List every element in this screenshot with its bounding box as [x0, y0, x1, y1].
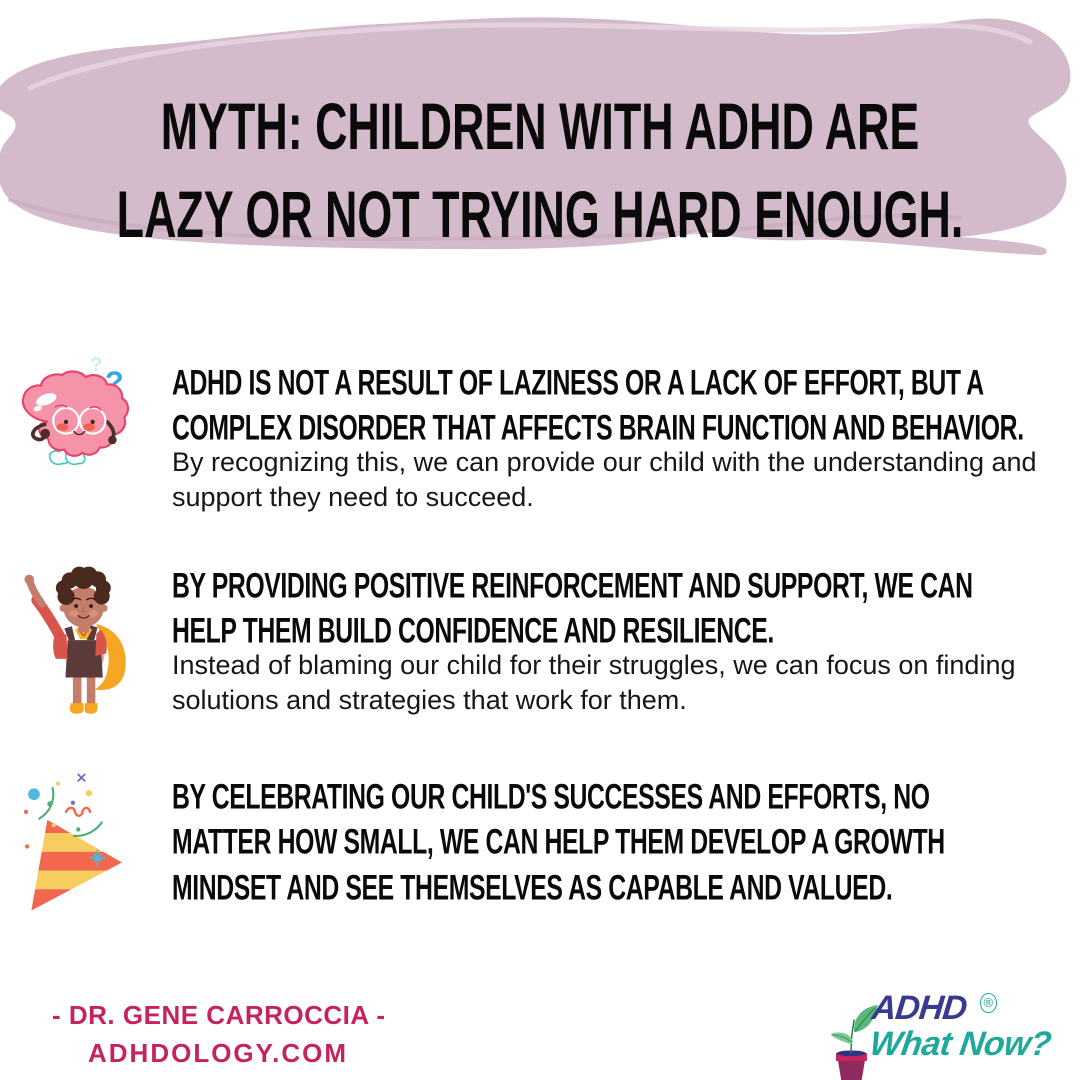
svg-text:?: ? — [90, 354, 102, 376]
